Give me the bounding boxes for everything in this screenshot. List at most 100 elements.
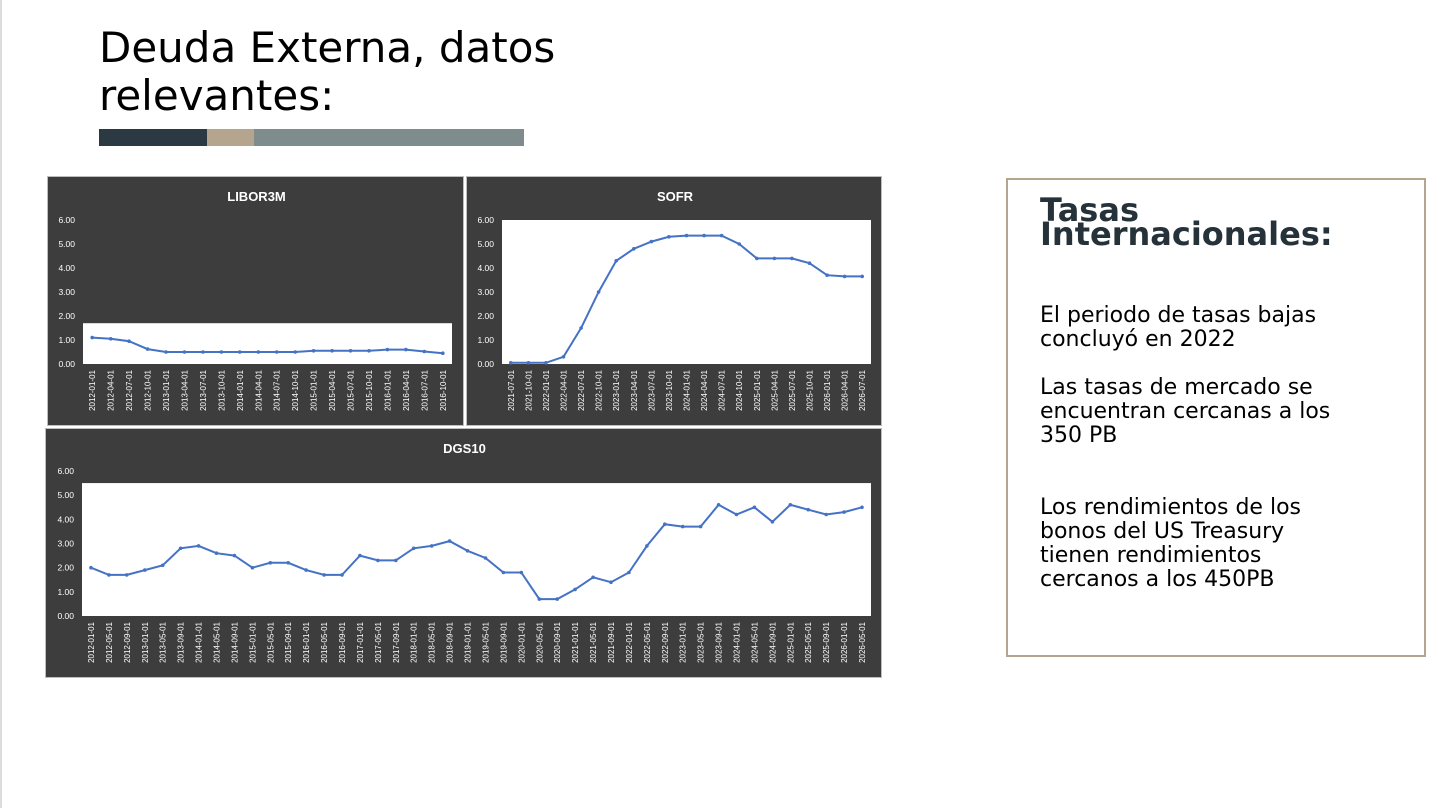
data-point — [561, 355, 566, 359]
x-tick-label: 2024-05-01 — [750, 621, 759, 662]
plot-area — [82, 483, 871, 616]
summary-box: Tasas Internacionales: El periodo de tas… — [1006, 178, 1426, 657]
x-tick-label: 2016-10-01 — [439, 369, 448, 410]
data-point — [579, 326, 583, 330]
data-point — [645, 544, 649, 548]
x-tick-label: 2024-10-01 — [735, 369, 744, 410]
data-point — [807, 261, 812, 265]
data-point — [286, 561, 290, 565]
data-point — [501, 570, 506, 575]
y-tick-label: 5.00 — [477, 239, 494, 249]
data-point — [182, 350, 187, 354]
data-point — [526, 361, 531, 365]
x-tick-label: 2017-09-01 — [392, 621, 401, 662]
y-tick-label: 5.00 — [58, 239, 75, 249]
x-tick-label: 2017-05-01 — [374, 621, 383, 662]
x-tick-label: 2026-07-01 — [858, 369, 867, 410]
data-point — [614, 259, 618, 263]
data-point — [89, 565, 93, 570]
x-tick-label: 2024-01-01 — [683, 369, 692, 410]
y-tick-label: 0.00 — [477, 359, 494, 369]
x-tick-label: 2025-01-01 — [753, 369, 762, 410]
x-tick-label: 2012-01-01 — [87, 621, 96, 662]
x-tick-label: 2021-05-01 — [589, 621, 598, 662]
dgs10-chart: DGS10 6.00 5.00 4.00 3.00 2.00 1.00 0.00 2012-01… — [57, 441, 871, 663]
x-tick-label: 2012-04-01 — [107, 369, 116, 410]
data-point — [447, 539, 452, 543]
x-tick-label: 2026-04-01 — [841, 369, 850, 410]
data-point — [422, 349, 427, 354]
data-point — [256, 350, 261, 354]
x-tick-label: 2022-07-01 — [577, 369, 586, 410]
data-point — [330, 349, 334, 353]
x-tick-label: 2026-01-01 — [840, 621, 849, 662]
x-tick-label: 2020-09-01 — [553, 621, 562, 662]
x-tick-label: 2020-05-01 — [535, 621, 544, 662]
x-tick-label: 2019-09-01 — [499, 621, 508, 662]
x-tick-label: 2025-04-01 — [770, 369, 779, 410]
y-tick-label: 4.00 — [57, 514, 74, 524]
chart-title: LIBOR3M — [227, 189, 286, 204]
data-point — [790, 256, 794, 261]
y-tick-label: 1.00 — [58, 335, 75, 345]
x-tick-label: 2025-05-01 — [804, 621, 813, 662]
data-point — [196, 544, 201, 548]
data-point — [385, 347, 390, 352]
y-tick-label: 1.00 — [57, 587, 74, 597]
summary-point-2: Las tasas de mercado se encuentran cerca… — [1040, 376, 1370, 448]
data-point — [632, 247, 636, 251]
x-tick-label: 2014-01-01 — [195, 621, 204, 662]
x-tick-label: 2021-09-01 — [607, 621, 616, 662]
x-tick-label: 2015-07-01 — [347, 369, 356, 410]
data-point — [107, 573, 111, 577]
data-point — [719, 233, 724, 238]
summary-point-3-line: cercanos a los 450PB — [1040, 567, 1275, 592]
y-tick-label: 3.00 — [58, 287, 75, 297]
data-point — [755, 256, 759, 261]
y-tick-label: 6.00 — [477, 215, 494, 225]
x-tick-label: 2022-05-01 — [643, 621, 652, 662]
data-point — [734, 512, 739, 517]
data-point — [238, 350, 242, 354]
summary-point-2-line: Las tasas de mercado se — [1040, 375, 1313, 400]
data-point — [293, 350, 297, 354]
data-point — [145, 347, 150, 351]
data-point — [274, 350, 279, 354]
slide-left-rule — [0, 0, 2, 808]
summary-title-line-2: Internacionales: — [1040, 215, 1333, 253]
data-point — [394, 558, 398, 563]
x-tick-label: 2014-01-01 — [236, 369, 245, 410]
x-tick-label: 2022-04-01 — [560, 369, 569, 410]
x-tick-label: 2026-01-01 — [823, 369, 832, 410]
data-point — [404, 347, 408, 352]
sofr-chart: SOFR 6.00 5.00 4.00 3.00 2.00 1.00 0.00 2021-07-… — [477, 189, 871, 411]
x-tick-label: 2015-09-01 — [284, 621, 293, 662]
summary-point-3-line: tienen rendimientos — [1040, 543, 1262, 568]
data-point — [268, 561, 273, 565]
data-point — [411, 546, 416, 551]
data-point — [842, 274, 847, 279]
y-tick-label: 5.00 — [57, 490, 74, 500]
x-tick-label: 2023-01-01 — [612, 369, 621, 410]
data-point — [667, 235, 671, 239]
data-point — [348, 349, 353, 353]
x-tick-label: 2023-01-01 — [679, 621, 688, 662]
x-tick-label: 2016-04-01 — [402, 369, 411, 410]
x-tick-label: 2012-05-01 — [105, 621, 114, 662]
x-tick-label: 2014-10-01 — [291, 369, 300, 410]
x-tick-label: 2016-07-01 — [420, 369, 429, 410]
x-tick-label: 2025-09-01 — [822, 621, 831, 662]
x-tick-label: 2019-01-01 — [464, 621, 473, 662]
x-tick-label: 2012-07-01 — [125, 369, 134, 410]
y-tick-label: 2.00 — [477, 311, 494, 321]
x-tick-label: 2013-04-01 — [180, 369, 189, 410]
accent-segment-dark — [99, 129, 207, 146]
data-point — [90, 335, 94, 340]
data-point — [860, 505, 864, 510]
x-tick-label: 2013-10-01 — [217, 369, 226, 410]
x-tick-label: 2021-10-01 — [524, 369, 533, 410]
page-title: Deuda Externa, datos relevantes: — [99, 24, 659, 120]
y-tick-label: 0.00 — [58, 359, 75, 369]
data-point — [860, 274, 864, 279]
x-tick-label: 2016-09-01 — [338, 621, 347, 662]
